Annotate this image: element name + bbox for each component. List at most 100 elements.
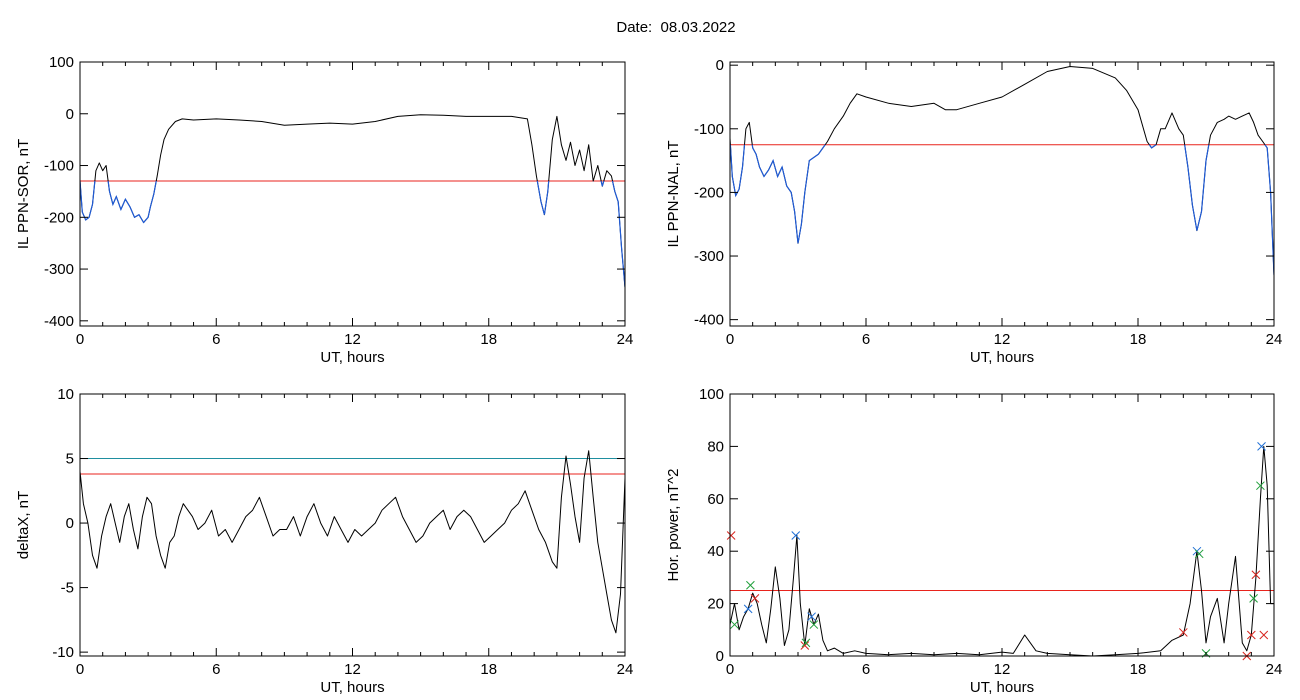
x-tick-label: 0 bbox=[76, 331, 84, 348]
x-tick-label: 24 bbox=[1266, 661, 1283, 678]
marker-stroke bbox=[1259, 630, 1269, 640]
marker-green bbox=[1249, 594, 1258, 603]
plot-frame bbox=[729, 61, 1275, 327]
marker-stroke bbox=[1257, 442, 1266, 451]
marker-green bbox=[801, 638, 811, 648]
marker-red bbox=[750, 594, 760, 603]
x-axis-label: UT, hours bbox=[320, 679, 384, 696]
y-tick-label: 10 bbox=[57, 386, 74, 403]
x-tick-label: 24 bbox=[617, 331, 634, 348]
marker-stroke bbox=[726, 531, 736, 540]
y-tick-label: 0 bbox=[716, 648, 724, 665]
marker-green bbox=[1194, 549, 1204, 559]
marker-green bbox=[746, 580, 755, 590]
y-tick-label: -100 bbox=[694, 121, 724, 138]
series-line-below-threshold bbox=[730, 144, 1274, 276]
panel-ppn-sor: 0 6 12 18 24 100 0 -100 -200 -300 -400 UT, hours IL … bbox=[15, 54, 633, 366]
y-tick-label: -400 bbox=[44, 313, 74, 330]
x-tick-label: 12 bbox=[344, 661, 361, 678]
y-tick-label: 0 bbox=[66, 106, 74, 123]
y-tick-label: 100 bbox=[699, 386, 724, 403]
marker-blue bbox=[743, 604, 753, 614]
series-line-0 bbox=[79, 450, 626, 634]
y-axis-label: IL PPN-SOR, nT bbox=[15, 139, 32, 249]
y-tick-label: -100 bbox=[44, 158, 74, 175]
y-tick-label: 5 bbox=[66, 451, 74, 468]
y-tick-label: 20 bbox=[707, 596, 724, 613]
marker-stroke bbox=[807, 612, 816, 622]
y-tick-label: -300 bbox=[44, 261, 74, 278]
plot-frame bbox=[79, 393, 626, 657]
marker-blue bbox=[791, 531, 801, 540]
y-tick-label: -300 bbox=[694, 248, 724, 265]
marker-stroke bbox=[1256, 481, 1265, 491]
x-tick-label: 24 bbox=[1266, 331, 1283, 348]
marker-stroke bbox=[801, 638, 811, 648]
marker-stroke bbox=[800, 641, 810, 650]
y-tick-label: -200 bbox=[44, 209, 74, 226]
series-line-0 bbox=[729, 445, 1274, 657]
x-tick-label: 0 bbox=[76, 661, 84, 678]
marker-green bbox=[1256, 481, 1265, 491]
x-axis-label: UT, hours bbox=[320, 349, 384, 366]
y-tick-label: -400 bbox=[694, 312, 724, 329]
marker-stroke bbox=[809, 620, 819, 629]
panel-hor-power: 0 6 12 18 24 0 20 40 60 80 100 UT, hours Hor. power,… bbox=[665, 386, 1282, 696]
series-line-0 bbox=[729, 66, 1275, 276]
y-tick-label: 100 bbox=[49, 54, 74, 71]
marker-blue bbox=[1257, 442, 1266, 451]
x-tick-label: 0 bbox=[726, 331, 734, 348]
x-tick-label: 18 bbox=[1130, 661, 1147, 678]
panel-ppn-nal: 0 6 12 18 24 0 -100 -200 -300 -400 UT, hours IL PPN… bbox=[665, 57, 1282, 366]
y-tick-label: 0 bbox=[66, 515, 74, 532]
page-title: Date: 08.03.2022 bbox=[616, 19, 736, 36]
x-tick-label: 18 bbox=[480, 661, 497, 678]
marker-stroke bbox=[743, 604, 753, 614]
marker-green bbox=[730, 620, 739, 629]
marker-stroke bbox=[730, 620, 739, 629]
x-tick-label: 12 bbox=[994, 331, 1011, 348]
x-tick-label: 24 bbox=[617, 661, 634, 678]
marker-red bbox=[1251, 570, 1261, 580]
x-tick-label: 18 bbox=[1130, 331, 1147, 348]
marker-red bbox=[1178, 628, 1188, 637]
x-tick-label: 18 bbox=[480, 331, 497, 348]
x-tick-label: 12 bbox=[994, 661, 1011, 678]
series-line-0 bbox=[79, 114, 626, 288]
marker-red bbox=[726, 531, 736, 540]
x-axis-label: UT, hours bbox=[970, 349, 1034, 366]
marker-stroke bbox=[1251, 570, 1261, 580]
y-axis-label: deltaX, nT bbox=[15, 491, 32, 559]
panel-deltax: 0 6 12 18 24 10 5 0 -5 -10 UT, hours deltaX, nT bbox=[15, 386, 633, 696]
marker-green bbox=[809, 620, 819, 629]
y-axis-label: Hor. power, nT^2 bbox=[665, 469, 682, 582]
y-tick-label: 80 bbox=[707, 438, 724, 455]
series-line-below-threshold bbox=[80, 181, 625, 288]
x-tick-label: 6 bbox=[862, 661, 870, 678]
y-tick-label: 60 bbox=[707, 491, 724, 508]
marker-red bbox=[1246, 630, 1256, 640]
x-tick-label: 6 bbox=[862, 331, 870, 348]
x-tick-label: 6 bbox=[212, 331, 220, 348]
marker-stroke bbox=[1246, 630, 1256, 640]
marker-stroke bbox=[1178, 628, 1188, 637]
y-tick-label: -5 bbox=[61, 580, 74, 597]
y-tick-label: 0 bbox=[716, 57, 724, 74]
y-tick-label: 40 bbox=[707, 543, 724, 560]
x-tick-label: 6 bbox=[212, 661, 220, 678]
marker-blue bbox=[807, 612, 816, 622]
x-tick-label: 0 bbox=[726, 661, 734, 678]
marker-stroke bbox=[791, 531, 801, 540]
y-axis-label: IL PPN-NAL, nT bbox=[665, 141, 682, 248]
x-axis-label: UT, hours bbox=[970, 679, 1034, 696]
y-tick-label: -10 bbox=[52, 644, 74, 661]
x-tick-label: 12 bbox=[344, 331, 361, 348]
marker-red bbox=[800, 641, 810, 650]
marker-stroke bbox=[746, 580, 755, 590]
marker-stroke bbox=[750, 594, 760, 603]
marker-stroke bbox=[1249, 594, 1258, 603]
marker-stroke bbox=[1194, 549, 1204, 559]
y-tick-label: -200 bbox=[694, 184, 724, 201]
marker-red bbox=[1259, 630, 1269, 640]
